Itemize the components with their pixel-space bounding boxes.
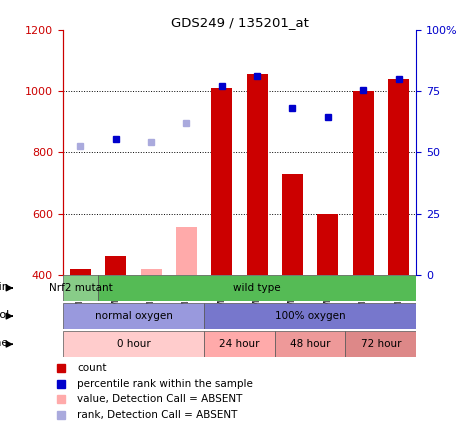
- Bar: [204, 303, 416, 329]
- Bar: [63, 303, 204, 329]
- Text: 24 hour: 24 hour: [219, 339, 260, 349]
- Text: 100% oxygen: 100% oxygen: [275, 311, 345, 321]
- Bar: [317, 213, 339, 275]
- Bar: [246, 74, 268, 275]
- Bar: [282, 174, 303, 275]
- Text: 0 hour: 0 hour: [117, 339, 150, 349]
- Bar: [275, 331, 345, 357]
- Text: time: time: [0, 338, 9, 348]
- Bar: [352, 91, 374, 275]
- Bar: [211, 88, 232, 275]
- Bar: [70, 269, 91, 275]
- Bar: [176, 227, 197, 275]
- Title: GDS249 / 135201_at: GDS249 / 135201_at: [171, 16, 308, 29]
- Text: protocol: protocol: [0, 310, 9, 320]
- Text: percentile rank within the sample: percentile rank within the sample: [77, 379, 253, 389]
- Bar: [345, 331, 416, 357]
- Text: Nrf2 mutant: Nrf2 mutant: [48, 283, 113, 293]
- Bar: [140, 269, 162, 275]
- Bar: [63, 331, 204, 357]
- Bar: [63, 275, 98, 301]
- Text: wild type: wild type: [233, 283, 281, 293]
- Bar: [388, 79, 409, 275]
- Text: strain: strain: [0, 282, 9, 292]
- Text: 72 hour: 72 hour: [360, 339, 401, 349]
- Text: 48 hour: 48 hour: [290, 339, 331, 349]
- Text: value, Detection Call = ABSENT: value, Detection Call = ABSENT: [77, 394, 242, 404]
- Bar: [105, 256, 126, 275]
- Text: rank, Detection Call = ABSENT: rank, Detection Call = ABSENT: [77, 411, 238, 420]
- Text: normal oxygen: normal oxygen: [94, 311, 173, 321]
- Bar: [204, 331, 275, 357]
- Text: count: count: [77, 363, 106, 372]
